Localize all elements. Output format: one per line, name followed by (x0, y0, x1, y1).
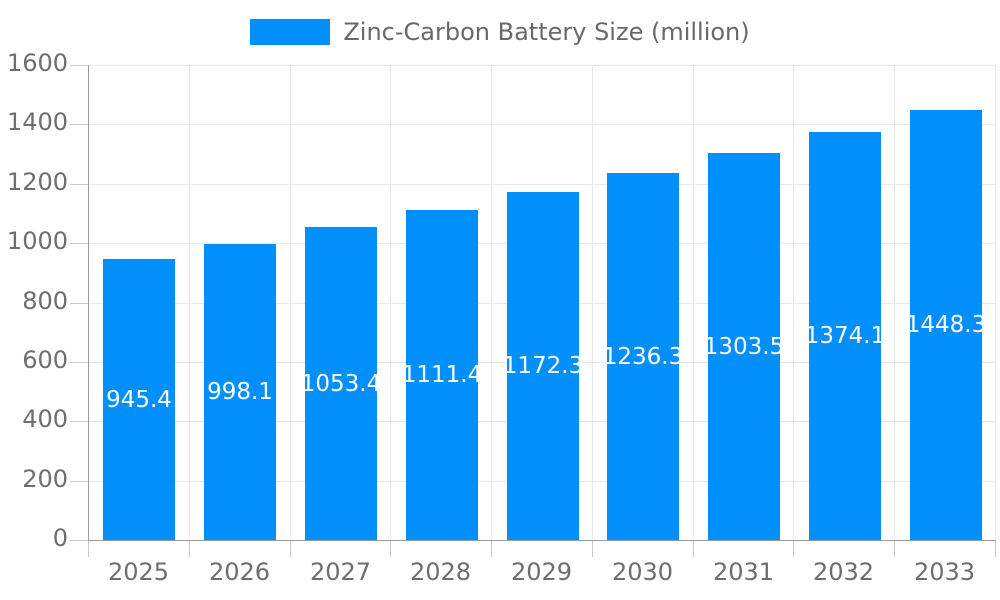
v-gridline (995, 65, 996, 540)
h-gridline (89, 65, 996, 66)
x-tick-mark (693, 541, 694, 557)
x-tick-mark (189, 541, 190, 557)
plot-area: 945.4 998.1 1053.4 1111.4 1172.3 1236.3 1303.5… (70, 65, 996, 557)
y-tick-label: 600 (22, 346, 68, 374)
v-gridline (793, 65, 794, 540)
x-tick-mark (88, 541, 89, 557)
v-gridline (390, 65, 391, 540)
bar-2026[interactable]: 998.1 (204, 244, 276, 540)
v-gridline (894, 65, 895, 540)
y-tick-mark (70, 65, 88, 66)
bar-2027[interactable]: 1053.4 (301, 227, 381, 540)
h-gridline (89, 183, 996, 185)
y-tick-mark (70, 480, 88, 482)
bar-2028[interactable]: 1111.4 (402, 210, 482, 540)
x-tick-mark (793, 541, 794, 557)
bar-2031[interactable]: 1303.5 (704, 153, 784, 540)
legend-swatch[interactable] (250, 19, 331, 45)
x-tick-label: 2031 (712, 558, 775, 586)
x-tick-label: 2030 (611, 558, 674, 586)
x-tick-mark (592, 541, 593, 557)
x-tick-label: 2029 (510, 558, 573, 586)
v-gridline (491, 65, 492, 540)
y-tick-mark (70, 421, 88, 423)
legend-label: Zinc-Carbon Battery Size (million) (343, 18, 750, 46)
y-tick-mark (70, 183, 88, 185)
y-tick-mark (70, 540, 88, 541)
x-tick-label: 2033 (913, 558, 976, 586)
y-tick-label: 200 (22, 465, 68, 493)
y-tick-mark (70, 124, 88, 126)
v-gridline (189, 65, 190, 540)
x-tick-label: 2032 (812, 558, 875, 586)
x-tick-mark (290, 541, 291, 557)
h-gridline (89, 124, 996, 126)
x-tick-label: 2027 (309, 558, 372, 586)
y-tick-label: 1000 (6, 227, 68, 255)
bar-2032[interactable]: 1374.1 (805, 132, 885, 540)
x-tick-mark (390, 541, 391, 557)
y-tick-label: 0 (52, 524, 68, 552)
bar-2033[interactable]: 1448.3 (906, 110, 986, 540)
y-tick-mark (70, 361, 88, 363)
y-tick-label: 800 (22, 287, 68, 315)
v-gridline (290, 65, 291, 540)
bar-2030[interactable]: 1236.3 (603, 173, 683, 540)
y-tick-label: 1200 (6, 168, 68, 196)
x-tick-label: 2028 (409, 558, 472, 586)
x-tick-mark (995, 541, 996, 557)
x-tick-mark (894, 541, 895, 557)
y-tick-mark (70, 243, 88, 245)
x-tick-label: 2025 (107, 558, 170, 586)
legend[interactable]: Zinc-Carbon Battery Size (million) (0, 18, 1000, 46)
x-tick-label: 2026 (208, 558, 271, 586)
bar-2025[interactable]: 945.4 (103, 259, 175, 540)
y-tick-mark (70, 302, 88, 304)
bar-2029[interactable]: 1172.3 (503, 192, 583, 540)
y-tick-label: 1400 (6, 108, 68, 136)
v-gridline (693, 65, 694, 540)
x-tick-mark (491, 541, 492, 557)
y-tick-label: 1600 (6, 49, 68, 77)
y-tick-label: 400 (22, 405, 68, 433)
v-gridline (592, 65, 593, 540)
